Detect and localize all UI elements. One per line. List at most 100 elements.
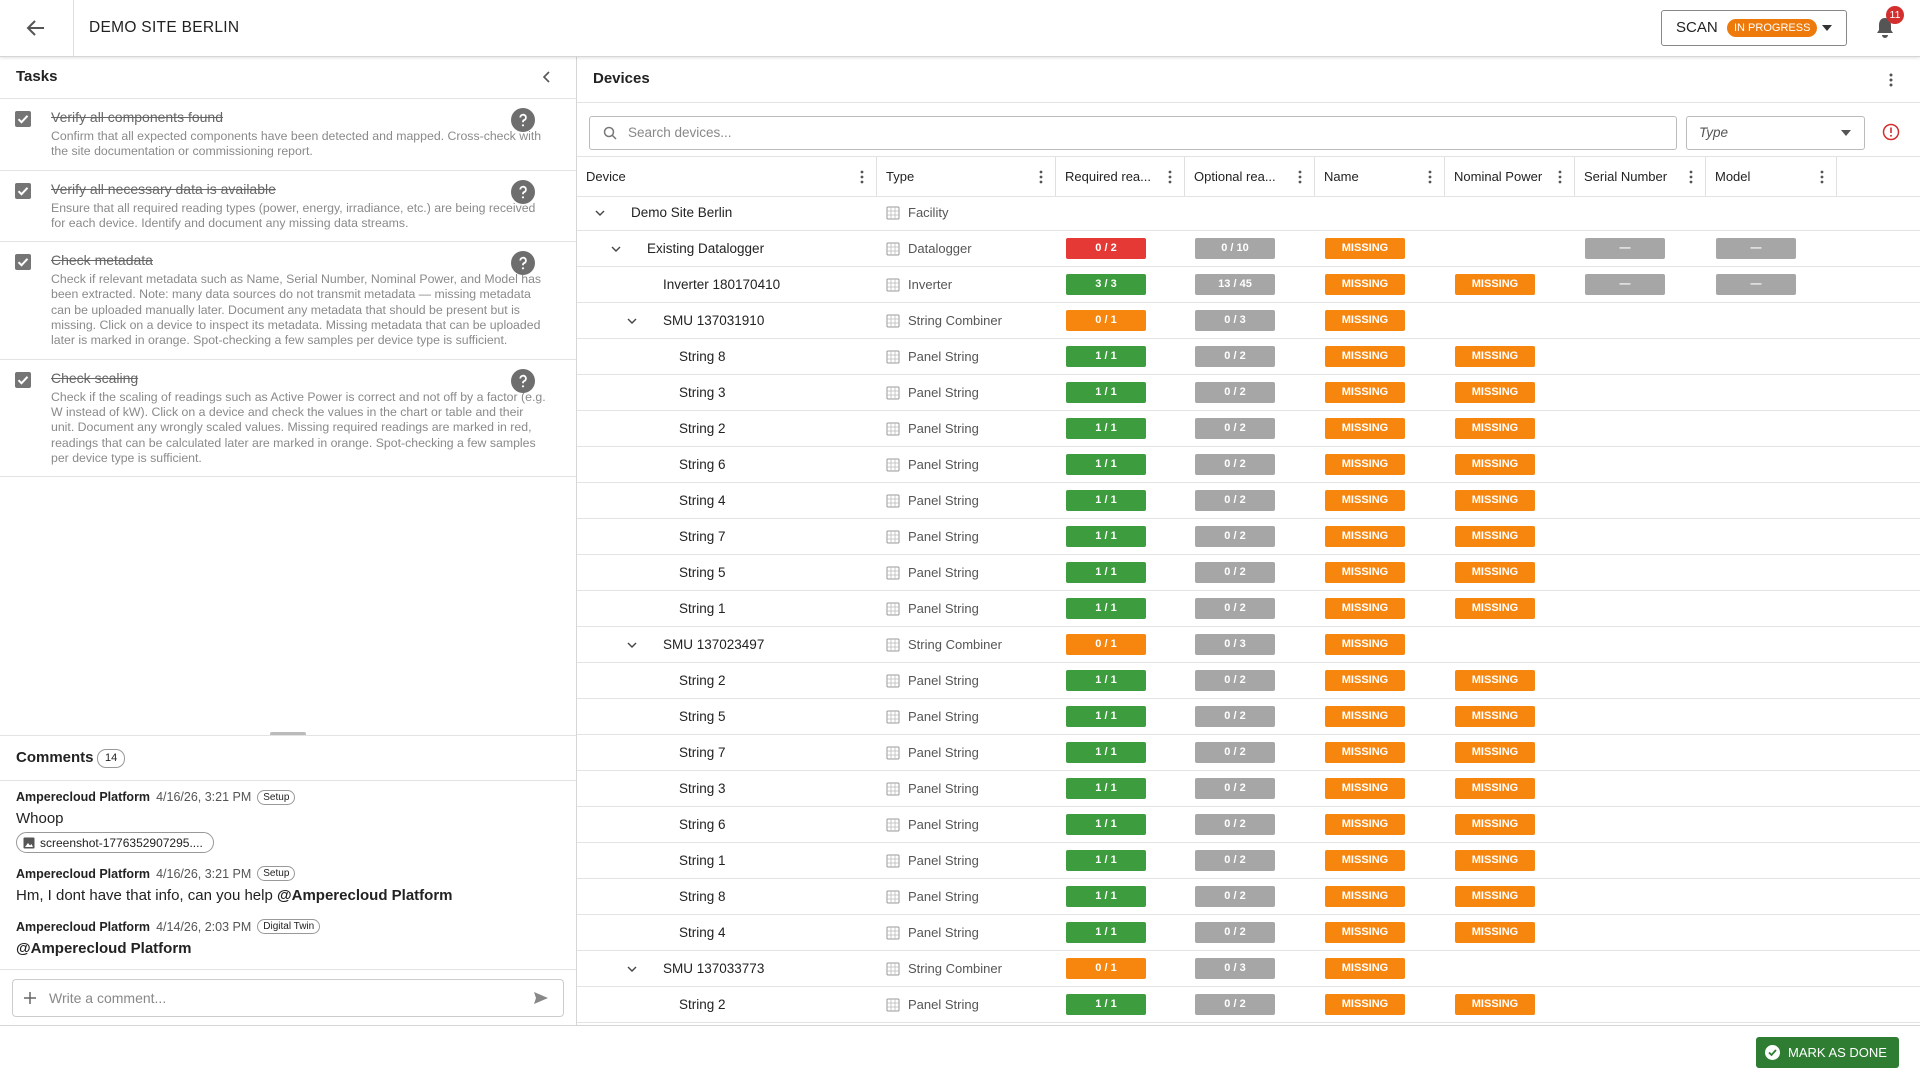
- warning-button[interactable]: [1881, 122, 1901, 142]
- search-box[interactable]: Search devices...: [589, 116, 1677, 150]
- device-row[interactable]: String 2 Panel String 1 / 1 0 / 2 MISSING MIS…: [577, 411, 1920, 447]
- resize-handle[interactable]: [270, 732, 306, 736]
- device-row[interactable]: String 7 Panel String 1 / 1 0 / 2 MISSING MIS…: [577, 519, 1920, 555]
- device-row[interactable]: SMU 137023497 String Combiner 0 / 1 0 / 3 MI…: [577, 627, 1920, 663]
- task-title: Verify all necessary data is available: [51, 180, 276, 197]
- device-type: Panel String: [908, 565, 979, 580]
- expand-toggle[interactable]: [593, 206, 607, 220]
- scan-button[interactable]: SCAN IN PROGRESS: [1661, 10, 1847, 46]
- column-menu[interactable]: [1296, 170, 1304, 184]
- type-icon: [886, 422, 900, 436]
- top-bar: DEMO SITE BERLIN SCAN IN PROGRESS 11: [0, 0, 1920, 57]
- device-row[interactable]: String 5 Panel String 1 / 1 0 / 2 MISSING MIS…: [577, 555, 1920, 591]
- device-name: String 4: [679, 493, 726, 508]
- status-badge: 0 / 2: [1195, 706, 1275, 727]
- device-row[interactable]: String 7 Panel String 1 / 1 0 / 2 MISSING MIS…: [577, 735, 1920, 771]
- column-menu[interactable]: [1818, 170, 1826, 184]
- device-name: Existing Datalogger: [647, 241, 765, 256]
- help-button[interactable]: [511, 368, 535, 393]
- status-badge: MISSING: [1455, 670, 1535, 691]
- expand-toggle[interactable]: [625, 962, 639, 976]
- task-checkbox[interactable]: [15, 371, 31, 388]
- comment-input[interactable]: Write a comment...: [12, 979, 564, 1017]
- expand-toggle[interactable]: [625, 314, 639, 328]
- column-header: Model: [1706, 157, 1837, 196]
- status-badge: 0 / 2: [1195, 382, 1275, 403]
- status-badge: MISSING: [1455, 814, 1535, 835]
- expand-toggle[interactable]: [609, 242, 623, 256]
- expand-toggle[interactable]: [625, 638, 639, 652]
- task-description: Ensure that all required reading types (…: [51, 200, 536, 230]
- task-description: Check if relevant metadata such as Name,…: [51, 272, 542, 348]
- device-row[interactable]: SMU 137033773 String Combiner 0 / 1 0 / 3 MI…: [577, 951, 1920, 987]
- device-row[interactable]: Existing Datalogger Datalogger 0 / 2 0 / 10…: [577, 231, 1920, 267]
- add-icon: [24, 992, 36, 1004]
- back-button[interactable]: [0, 0, 74, 56]
- menu-button[interactable]: [1885, 72, 1897, 88]
- column-label: Optional rea...: [1194, 169, 1276, 184]
- column-header: Required rea...: [1056, 157, 1185, 196]
- device-row[interactable]: String 3 Panel String 1 / 1 0 / 2 MISSING MIS…: [577, 771, 1920, 807]
- help-button[interactable]: [511, 251, 535, 276]
- column-menu[interactable]: [1687, 170, 1695, 184]
- task-checkbox[interactable]: [15, 182, 31, 199]
- device-row[interactable]: String 6 Panel String 1 / 1 0 / 2 MISSING MIS…: [577, 447, 1920, 483]
- comment-body: Whoop: [16, 810, 64, 827]
- device-row[interactable]: String 4 Panel String 1 / 1 0 / 2 MISSING MIS…: [577, 483, 1920, 519]
- task-description: Check if the scaling of readings such as…: [51, 389, 546, 465]
- device-row[interactable]: String 5 Panel String 1 / 1 0 / 2 MISSING MIS…: [577, 699, 1920, 735]
- status-badge: MISSING: [1325, 706, 1405, 727]
- device-row[interactable]: String 4 Panel String 1 / 1 0 / 2 MISSING MIS…: [577, 915, 1920, 951]
- comment: Amperecloud Platform 4/14/26, 2:03 PM Digi…: [16, 919, 564, 960]
- type-icon: [886, 998, 900, 1012]
- comment-tag: Digital Twin: [257, 919, 321, 934]
- comment-mention[interactable]: @Amperecloud Platform: [16, 939, 192, 957]
- column-label: Type: [886, 169, 915, 184]
- device-name: String 4: [679, 925, 726, 940]
- status-badge: MISSING: [1325, 310, 1405, 331]
- device-row[interactable]: String 6 Panel String 1 / 1 0 / 2 MISSING MIS…: [577, 807, 1920, 843]
- send-button[interactable]: [533, 991, 549, 1005]
- device-row[interactable]: Demo Site Berlin Facility: [577, 195, 1920, 231]
- type-filter[interactable]: Type: [1686, 116, 1865, 150]
- column-menu[interactable]: [1166, 170, 1174, 184]
- device-row[interactable]: String 1 Panel String 1 / 1 0 / 2 MISSING MIS…: [577, 843, 1920, 879]
- task-checkbox[interactable]: [15, 111, 31, 127]
- column-menu[interactable]: [1556, 170, 1564, 184]
- help-button[interactable]: [511, 108, 535, 132]
- device-row[interactable]: Inverter 180170410 Inverter 3 / 3 13 / 45 MI…: [577, 267, 1920, 303]
- comment-text: Whoop: [16, 808, 564, 830]
- comment-mention[interactable]: @Amperecloud Platform: [277, 886, 453, 904]
- device-type: Panel String: [908, 889, 979, 904]
- status-badge: MISSING: [1325, 634, 1405, 655]
- type-icon: [886, 602, 900, 616]
- device-name: String 6: [679, 457, 726, 472]
- device-row[interactable]: String 2 Panel String 1 / 1 0 / 2 MISSING MIS…: [577, 987, 1920, 1023]
- column-header: Name: [1315, 157, 1445, 196]
- device-row[interactable]: String 8 Panel String 1 / 1 0 / 2 MISSING MIS…: [577, 339, 1920, 375]
- device-row[interactable]: String 3 Panel String 1 / 1 0 / 2 MISSING MIS…: [577, 375, 1920, 411]
- column-menu[interactable]: [1037, 170, 1045, 184]
- device-row[interactable]: String 1 Panel String 1 / 1 0 / 2 MISSING MIS…: [577, 591, 1920, 627]
- notifications-button[interactable]: 11: [1872, 6, 1904, 40]
- collapse-button[interactable]: [540, 70, 554, 84]
- task-checkbox[interactable]: [15, 254, 31, 271]
- mark-done-button[interactable]: MARK AS DONE: [1756, 1037, 1899, 1068]
- type-icon: [886, 818, 900, 832]
- device-row[interactable]: SMU 137031910 String Combiner 0 / 1 0 / 3 MI…: [577, 303, 1920, 339]
- table-body: Demo Site Berlin Facility Existing Datalog…: [577, 195, 1920, 1025]
- comment-tag: Setup: [257, 866, 296, 881]
- column-menu[interactable]: [858, 170, 866, 184]
- column-menu[interactable]: [1426, 170, 1434, 184]
- comment-input-area: Write a comment...: [0, 969, 576, 1026]
- device-row[interactable]: String 8 Panel String 1 / 1 0 / 2 MISSING MIS…: [577, 879, 1920, 915]
- comment-attachment[interactable]: screenshot-1776352907295....: [16, 832, 214, 853]
- status-badge: 0 / 3: [1195, 310, 1275, 331]
- device-name: Inverter 180170410: [663, 277, 781, 292]
- device-type: Panel String: [908, 601, 979, 616]
- check-icon: [1765, 1045, 1780, 1060]
- comment-author: Amperecloud Platform: [16, 919, 151, 934]
- help-button[interactable]: [511, 179, 535, 204]
- tasks-header: Tasks: [0, 57, 576, 99]
- device-row[interactable]: String 2 Panel String 1 / 1 0 / 2 MISSING MIS…: [577, 663, 1920, 699]
